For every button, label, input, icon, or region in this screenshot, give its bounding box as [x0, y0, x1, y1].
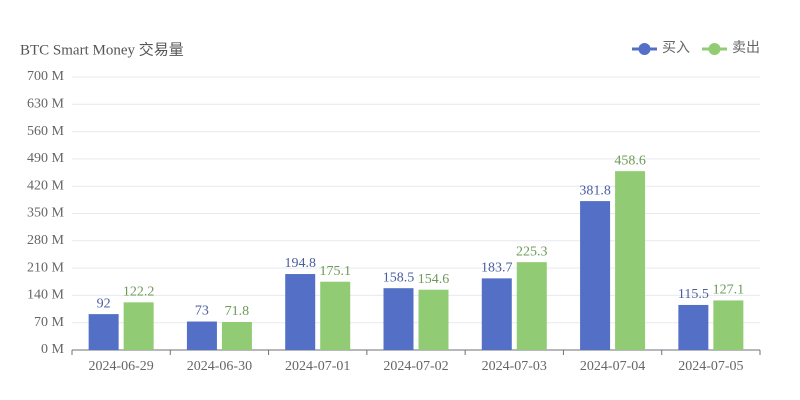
bar — [88, 314, 119, 350]
legend-label: 买入 — [662, 40, 690, 56]
y-tick-label: 210 M — [27, 260, 65, 275]
x-tick-label: 2024-06-29 — [88, 359, 153, 374]
bar — [285, 274, 316, 350]
value-label: 194.8 — [284, 256, 316, 271]
bar — [678, 304, 709, 350]
bar — [580, 201, 611, 350]
y-tick-label: 70 M — [34, 315, 65, 330]
value-label: 154.6 — [418, 272, 450, 287]
bar — [418, 289, 449, 350]
x-tick-label: 2024-07-03 — [482, 359, 547, 374]
y-tick-label: 350 M — [27, 206, 65, 221]
x-tick-label: 2024-07-05 — [678, 359, 743, 374]
y-tick-label: 280 M — [27, 233, 65, 248]
bar — [320, 281, 351, 350]
value-label: 458.6 — [614, 153, 646, 168]
legend-label: 卖出 — [732, 40, 760, 56]
x-tick-label: 2024-07-04 — [580, 359, 645, 374]
x-tick-label: 2024-07-01 — [285, 359, 350, 374]
value-label: 158.5 — [383, 270, 415, 285]
value-label: 183.7 — [481, 261, 513, 276]
y-tick-label: 490 M — [27, 151, 65, 166]
value-label: 225.3 — [516, 244, 548, 259]
value-label: 71.8 — [225, 304, 250, 319]
value-label: 122.2 — [123, 285, 155, 300]
x-tick-label: 2024-07-02 — [383, 359, 448, 374]
value-label: 115.5 — [678, 287, 709, 302]
bar — [123, 302, 154, 350]
bar — [615, 171, 646, 350]
value-label: 73 — [195, 304, 209, 319]
bar — [186, 321, 217, 350]
legend-marker — [638, 43, 651, 55]
value-label: 175.1 — [319, 264, 351, 279]
value-label: 92 — [97, 296, 111, 311]
bar — [383, 288, 414, 350]
bar — [481, 278, 512, 350]
x-tick-label: 2024-06-30 — [187, 359, 252, 374]
bar — [221, 321, 252, 350]
value-label: 127.1 — [713, 283, 745, 298]
legend-marker — [708, 43, 721, 55]
bar — [713, 300, 744, 350]
value-label: 381.8 — [579, 183, 611, 198]
y-tick-label: 560 M — [27, 124, 65, 139]
bar — [516, 262, 547, 350]
y-tick-label: 0 M — [41, 342, 65, 357]
y-tick-label: 630 M — [27, 97, 65, 112]
y-tick-label: 700 M — [27, 69, 65, 84]
chart-title: BTC Smart Money 交易量 — [20, 40, 184, 58]
y-tick-label: 140 M — [27, 288, 65, 303]
y-tick-label: 420 M — [27, 178, 65, 193]
